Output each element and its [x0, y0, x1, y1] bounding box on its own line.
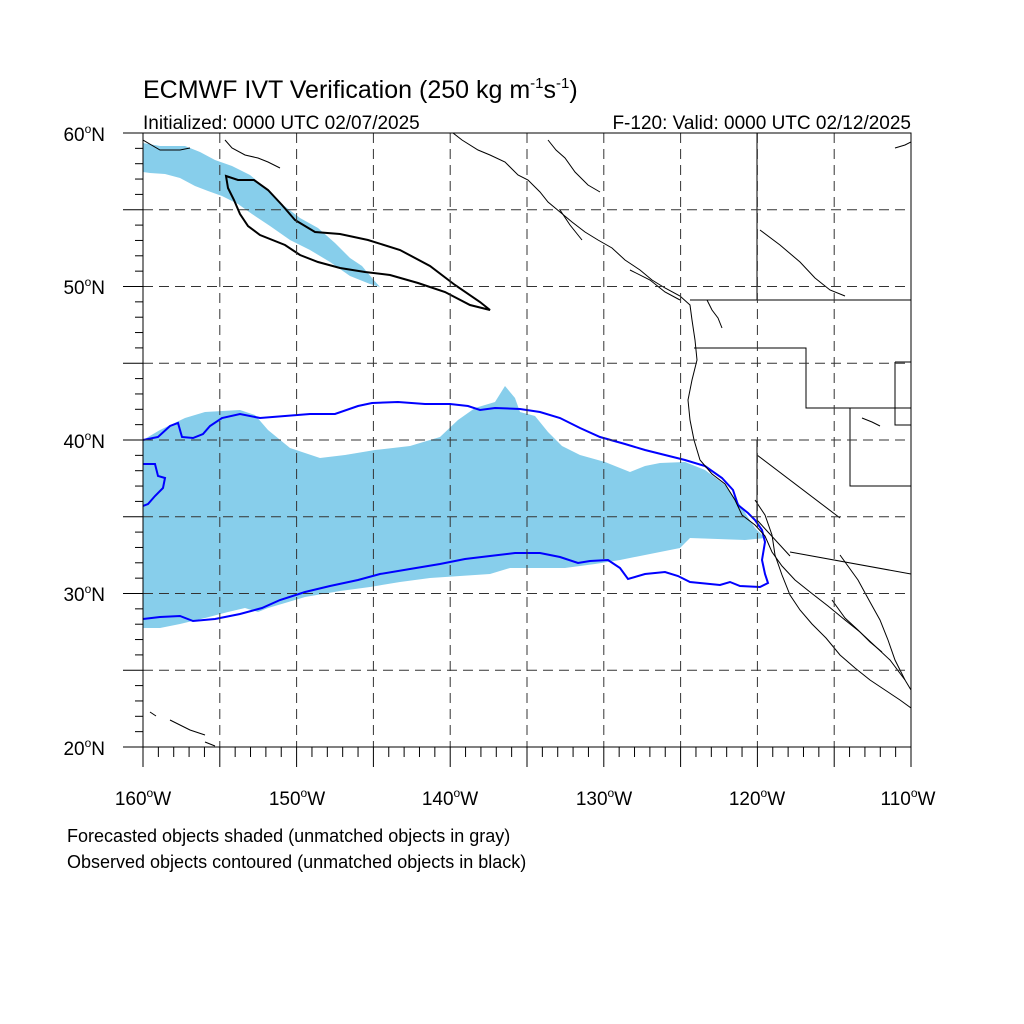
lat-label-50: 50oN	[63, 275, 105, 299]
legend-forecast-note: Forecasted objects shaded (unmatched obj…	[67, 826, 511, 846]
forecast-object-north	[143, 143, 380, 287]
lon-label-150: 150oW	[269, 786, 325, 810]
lon-label-130: 130oW	[576, 786, 632, 810]
valid-time-label: F-120: Valid: 0000 UTC 02/12/2025	[612, 113, 911, 134]
lon-label-110: 110oW	[881, 786, 936, 810]
lon-label-120: 120oW	[729, 786, 785, 810]
map-title: ECMWF IVT Verification (250 kg m-1s-1)	[143, 75, 578, 104]
lat-labels: 60oN 50oN 40oN 30oN 20oN	[63, 122, 105, 760]
lon-label-160: 160oW	[115, 786, 171, 810]
observed-object-unmatched	[224, 174, 491, 311]
lon-label-140: 140oW	[422, 786, 478, 810]
init-time-label: Initialized: 0000 UTC 02/07/2025	[143, 113, 420, 134]
lat-label-20: 20oN	[63, 736, 105, 760]
observed-object-matched	[143, 400, 770, 623]
axis-ticks	[123, 132, 912, 767]
title-exponent-1: -1	[530, 75, 543, 92]
title-main: ECMWF IVT Verification (250 kg m	[143, 76, 530, 104]
lat-label-30: 30oN	[63, 582, 105, 606]
legend-observed-note: Observed objects contoured (unmatched ob…	[67, 852, 527, 872]
forecast-object-main	[143, 386, 765, 628]
lat-label-40: 40oN	[63, 429, 105, 453]
grid-lines	[143, 133, 911, 747]
title-close: )	[569, 76, 577, 104]
observed-object-western-lobe	[143, 463, 167, 507]
lon-labels: 160oW 150oW 140oW 130oW 120oW 110oW	[115, 786, 936, 810]
title-exponent-2: -1	[556, 75, 569, 92]
title-s: s	[544, 76, 557, 104]
lat-label-60: 60oN	[63, 122, 105, 146]
